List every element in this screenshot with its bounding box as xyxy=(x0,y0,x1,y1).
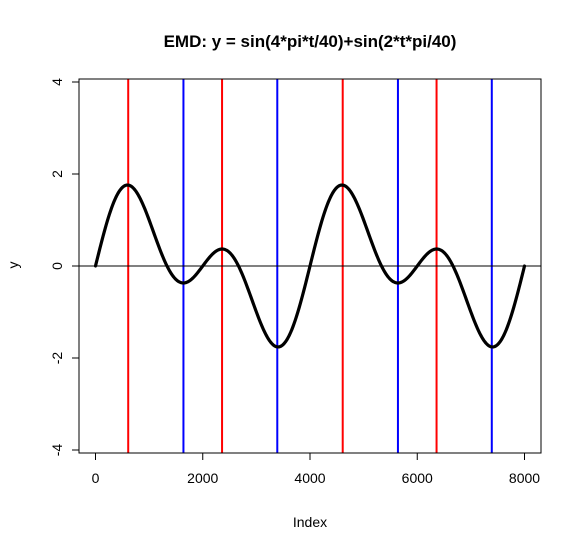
x-tick-label-2: 4000 xyxy=(294,470,325,486)
series-layer xyxy=(93,183,527,349)
x-tick-label-1: 2000 xyxy=(187,470,218,486)
x-axis: 0 2000 4000 6000 8000 xyxy=(92,452,540,486)
chart-title: EMD: y = sin(4*pi*t/40)+sin(2*t*pi/40) xyxy=(164,32,457,51)
x-tick-label-0: 0 xyxy=(92,470,100,486)
y-tick-label-0: -4 xyxy=(49,444,65,457)
x-tick-label-3: 6000 xyxy=(402,470,433,486)
x-tick-label-4: 8000 xyxy=(509,470,540,486)
y-tick-label-1: -2 xyxy=(49,352,65,365)
y-axis-label: y xyxy=(5,262,21,269)
y-axis: -4 -2 0 2 4 xyxy=(49,78,80,457)
y-tick-label-2: 0 xyxy=(49,262,65,270)
x-axis-label: Index xyxy=(293,514,327,530)
series-line-0 xyxy=(93,183,527,349)
y-tick-label-4: 4 xyxy=(49,78,65,86)
y-tick-label-3: 2 xyxy=(49,170,65,178)
